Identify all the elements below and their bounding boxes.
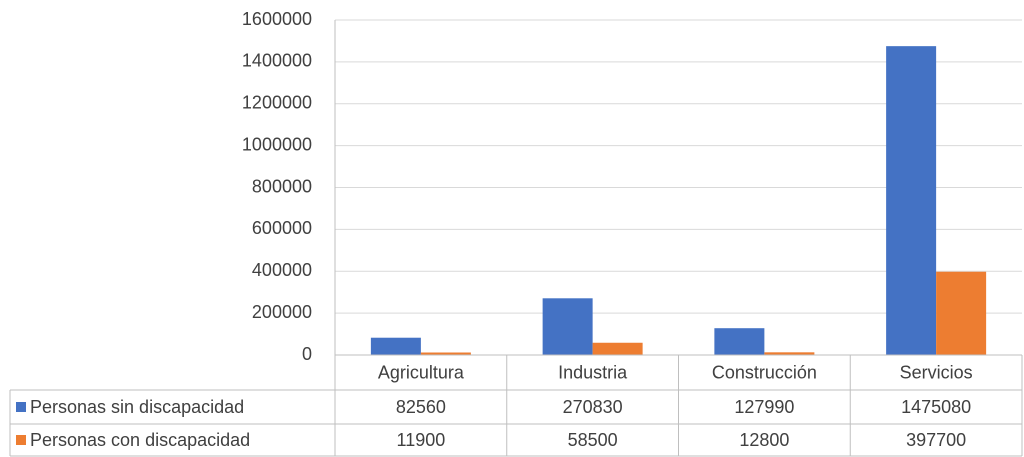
bar — [936, 271, 987, 355]
bar — [542, 298, 593, 355]
y-tick-label: 400000 — [252, 260, 312, 280]
legend-marker — [16, 435, 26, 445]
table-value: 1475080 — [901, 397, 971, 417]
bar — [420, 352, 471, 355]
bar — [592, 342, 643, 355]
bar — [764, 352, 815, 355]
legend-label: Personas con discapacidad — [30, 430, 250, 450]
y-tick-label: 1400000 — [242, 51, 312, 71]
table-value: 12800 — [739, 430, 789, 450]
x-tick-label: Agricultura — [378, 362, 465, 382]
table-value: 270830 — [563, 397, 623, 417]
table-value: 82560 — [396, 397, 446, 417]
legend-label: Personas sin discapacidad — [30, 397, 244, 417]
y-tick-label: 1000000 — [242, 134, 312, 154]
y-tick-label: 200000 — [252, 302, 312, 322]
y-tick-label: 600000 — [252, 218, 312, 238]
bar — [370, 337, 421, 355]
x-tick-label: Servicios — [900, 362, 973, 382]
table-value: 127990 — [734, 397, 794, 417]
table-value: 58500 — [568, 430, 618, 450]
y-tick-label: 800000 — [252, 176, 312, 196]
y-tick-label: 1200000 — [242, 93, 312, 113]
y-tick-label: 1600000 — [242, 9, 312, 29]
legend-marker — [16, 402, 26, 412]
bar — [714, 328, 765, 355]
x-tick-label: Industria — [558, 362, 628, 382]
table-value: 11900 — [397, 430, 446, 450]
x-tick-label: Construcción — [712, 362, 817, 382]
y-tick-label: 0 — [302, 344, 312, 364]
table-value: 397700 — [906, 430, 966, 450]
bar — [886, 46, 937, 356]
